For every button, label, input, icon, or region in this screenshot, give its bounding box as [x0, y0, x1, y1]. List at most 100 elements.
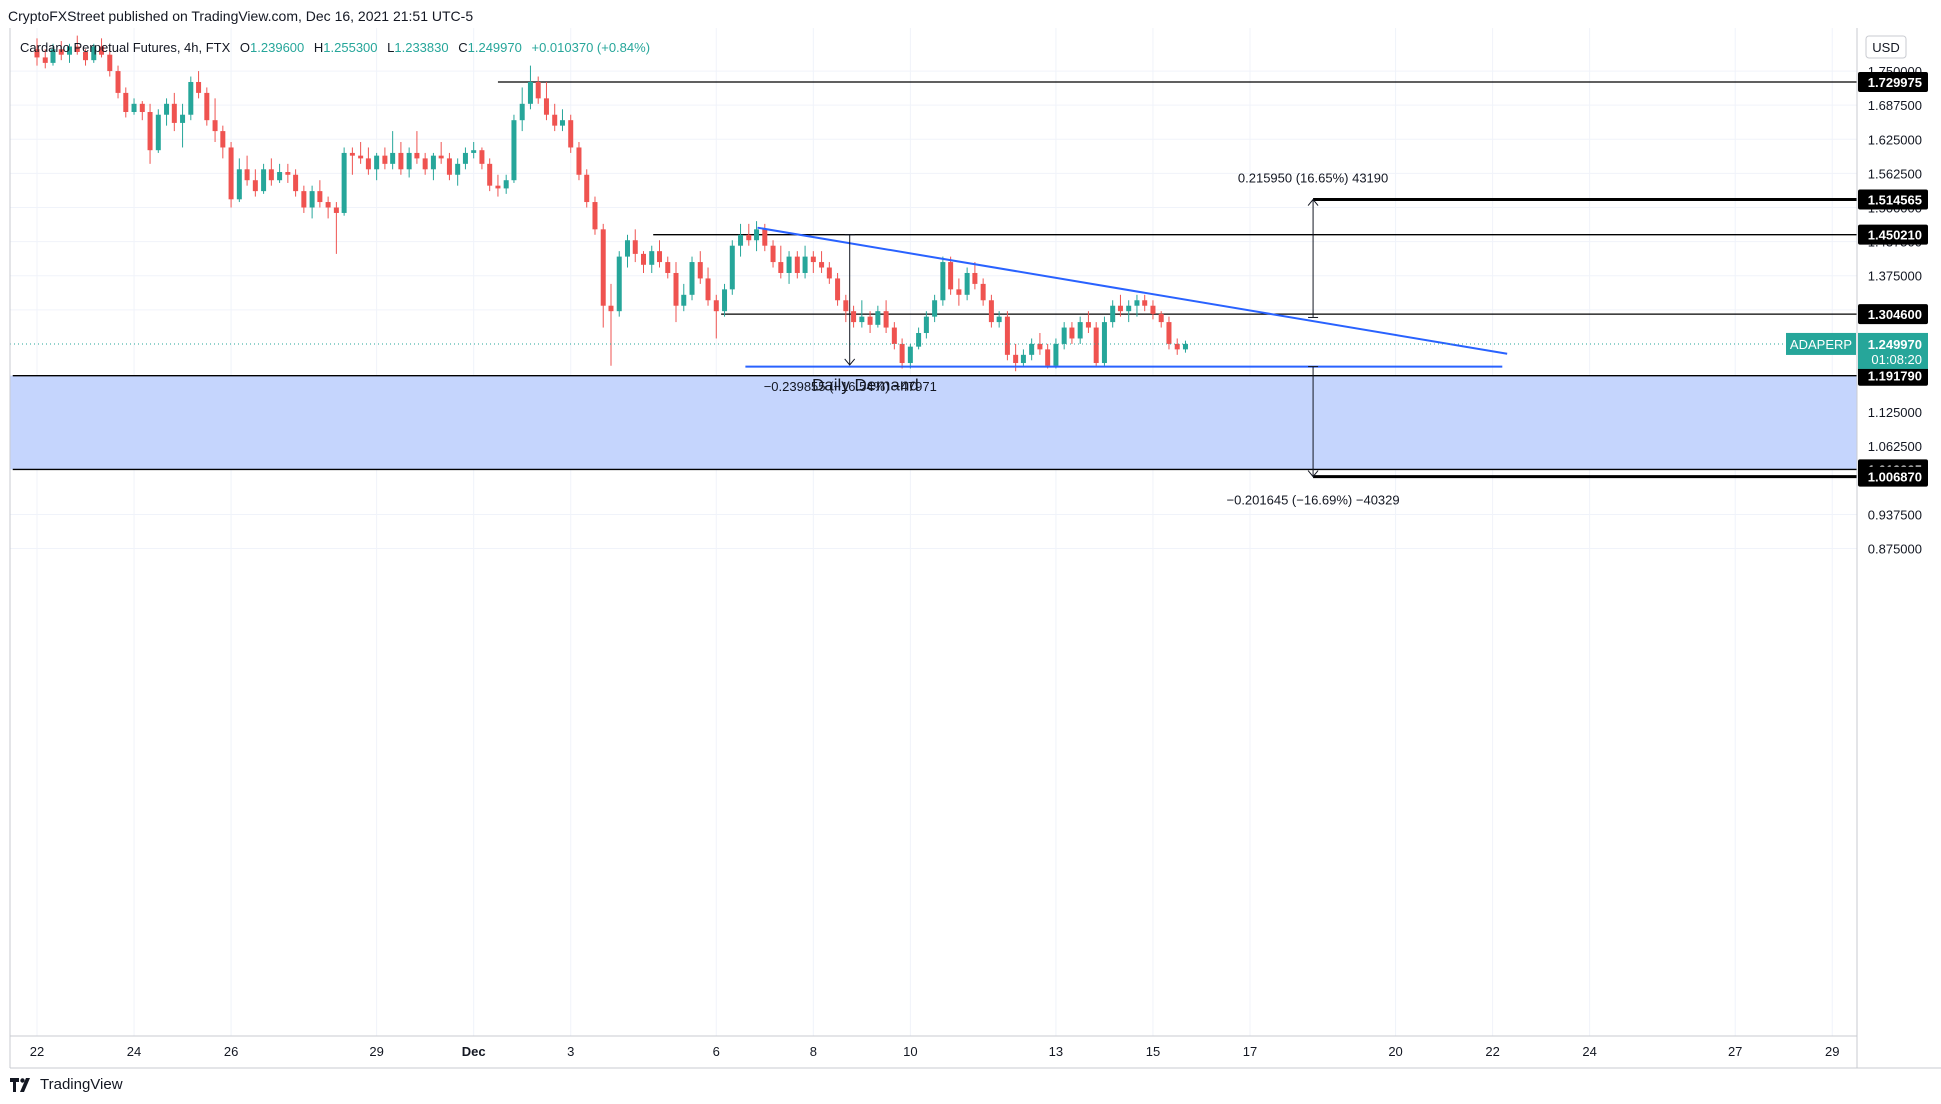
- level-tags: 1.729975 1.514565 1.450210 1.304600 1.191790…: [1858, 72, 1928, 487]
- price-tick-label: 0.875000: [1868, 542, 1922, 557]
- candle-body: [1166, 322, 1172, 344]
- candle: [738, 223, 744, 257]
- candle-body: [220, 131, 226, 148]
- candle: [608, 283, 614, 366]
- candle: [91, 43, 97, 63]
- candle: [972, 262, 978, 290]
- time-tick-label: 8: [810, 1044, 817, 1059]
- measure-label: 0.215950 (16.65%) 43190: [1238, 171, 1388, 186]
- candle-body: [58, 49, 64, 55]
- time-tick-label: 29: [1825, 1044, 1839, 1059]
- candle: [1142, 294, 1148, 312]
- candle: [1134, 294, 1140, 317]
- time-tick-label: 10: [903, 1044, 917, 1059]
- trendline-descending: [757, 226, 1508, 355]
- candle: [107, 49, 113, 77]
- candle: [875, 305, 881, 328]
- candle-body: [309, 191, 315, 208]
- candle-body: [196, 81, 202, 93]
- candle-body: [74, 46, 80, 52]
- candle: [34, 38, 40, 66]
- candle: [1069, 322, 1075, 344]
- time-tick-label: 17: [1243, 1044, 1257, 1059]
- candle: [794, 251, 800, 279]
- candle: [406, 147, 412, 178]
- candle: [600, 223, 606, 328]
- candle-body: [899, 343, 905, 364]
- candle: [155, 109, 161, 153]
- candle: [907, 343, 913, 369]
- candle-body: [641, 253, 646, 265]
- candle: [1045, 343, 1051, 369]
- candle: [171, 92, 177, 132]
- candle-body: [325, 202, 331, 208]
- tradingview-footer[interactable]: TradingView: [10, 1076, 123, 1093]
- measurements: 0.215950 (16.65%) 43190 −0.239855 (−16.54…: [764, 171, 1400, 508]
- price-tag-value: 1.249970: [1868, 337, 1922, 352]
- candle: [50, 43, 56, 66]
- price-tag-countdown: 01:08:20: [1871, 352, 1922, 367]
- price-tick-label: 1.687500: [1868, 98, 1922, 113]
- candle: [956, 278, 962, 306]
- candle-body: [713, 300, 719, 312]
- candle: [729, 240, 735, 295]
- candle-body: [1142, 300, 1148, 306]
- level-tag-bg: [1858, 304, 1928, 325]
- candle: [932, 294, 938, 323]
- candle: [786, 251, 792, 284]
- candle: [527, 65, 533, 110]
- candle: [188, 76, 194, 121]
- candle-body: [940, 262, 946, 301]
- time-tick-label: 15: [1146, 1044, 1160, 1059]
- candle: [649, 245, 655, 273]
- level-tag-bg: [1858, 189, 1928, 210]
- candle: [479, 147, 485, 170]
- price-tick-label: 1.375000: [1868, 269, 1922, 284]
- horizontal-levels: [12, 81, 1857, 479]
- candle-body: [527, 81, 533, 104]
- candle-body: [964, 272, 970, 295]
- candle-body: [932, 300, 938, 317]
- candle: [754, 221, 760, 252]
- candle: [559, 109, 565, 132]
- candle-body: [438, 155, 444, 159]
- time-tick-label: 6: [713, 1044, 720, 1059]
- candle-body: [762, 229, 768, 246]
- candle: [438, 142, 444, 164]
- candle-body: [252, 180, 258, 192]
- candle: [180, 103, 186, 148]
- svg-text:Cardano Perpetual Futures, 4h,: Cardano Perpetual Futures, 4h, FTX O1.23…: [20, 40, 650, 55]
- candle: [1174, 338, 1180, 355]
- candle: [673, 262, 679, 323]
- candle-body: [1134, 300, 1140, 306]
- candle-body: [819, 262, 825, 268]
- symbol-legend[interactable]: Cardano Perpetual Futures, 4h, FTX O1.23…: [20, 40, 650, 55]
- candle: [374, 152, 380, 181]
- candle: [1101, 316, 1107, 366]
- time-tick-label: 22: [1485, 1044, 1499, 1059]
- currency-button[interactable]: USD: [1865, 35, 1907, 59]
- level-tag-bg: [1858, 365, 1928, 386]
- candle-body: [479, 150, 485, 164]
- candle: [1077, 316, 1083, 344]
- candle-body: [859, 316, 865, 323]
- candle-body: [430, 155, 436, 170]
- candle: [212, 98, 218, 143]
- candle-body: [794, 256, 800, 273]
- candle: [843, 294, 849, 323]
- candles: [34, 35, 1188, 372]
- candle-body: [406, 152, 412, 170]
- measure-arrow: [1307, 198, 1319, 206]
- candle: [261, 163, 267, 194]
- candle: [657, 240, 663, 268]
- candle-body: [722, 289, 728, 312]
- candle-body: [139, 103, 145, 112]
- candle: [1182, 340, 1188, 353]
- candle: [487, 158, 493, 192]
- candle-body: [1004, 316, 1010, 355]
- candle: [1158, 311, 1164, 328]
- candle: [697, 251, 703, 284]
- currency-label: USD: [1872, 40, 1899, 55]
- candle: [519, 87, 525, 132]
